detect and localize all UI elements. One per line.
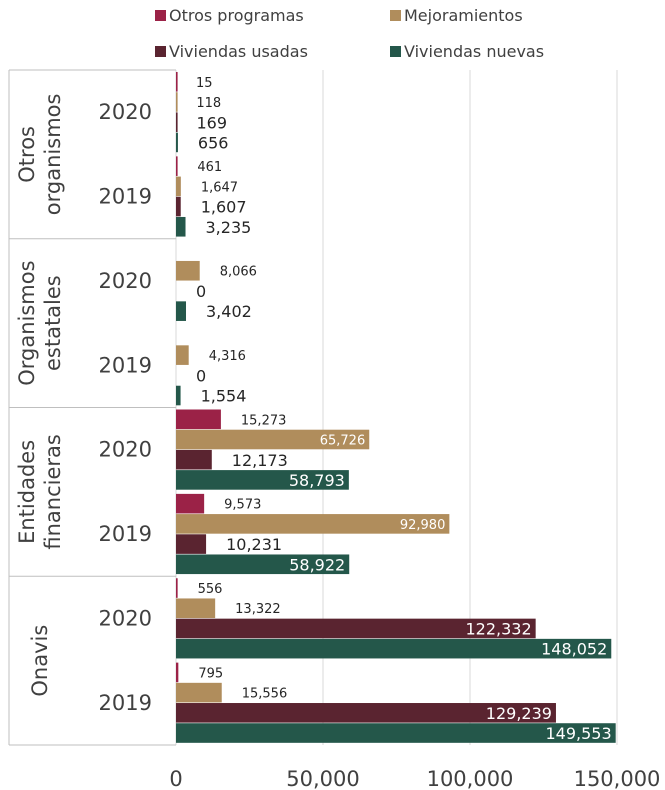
bars: 151181696564611,6471,6073,2358,06603,402… [176, 72, 616, 743]
data-label: 148,052 [541, 640, 607, 659]
x-tick-label: 100,000 [427, 767, 514, 790]
data-label: 58,793 [289, 471, 345, 490]
group-label: estatales [41, 275, 65, 371]
bar [176, 534, 207, 554]
x-axis-ticks: 0 50,000 100,000 150,000 [169, 767, 660, 790]
bar [176, 156, 178, 176]
year-label: 2020 [99, 269, 152, 293]
legend: Otros programas Mejoramientos Viviendas us… [155, 6, 544, 61]
data-label: 15 [196, 76, 213, 91]
data-label: 556 [198, 582, 223, 597]
bar [176, 385, 181, 406]
bar [176, 72, 178, 92]
data-label: 461 [197, 160, 222, 175]
bar [176, 409, 221, 430]
data-label: 15,273 [241, 413, 287, 428]
data-label: 13,322 [235, 602, 281, 617]
bar [176, 723, 616, 743]
data-label: 92,980 [400, 518, 446, 533]
group-label: financieras [41, 434, 65, 549]
data-label: 1,607 [201, 198, 247, 217]
data-label: 65,726 [320, 433, 366, 448]
legend-label: Viviendas usadas [169, 42, 308, 61]
bar [176, 345, 189, 365]
year-label: 2020 [99, 100, 152, 124]
year-label: 2020 [99, 606, 152, 630]
bar [176, 578, 178, 598]
bar [176, 92, 178, 112]
data-label: 3,235 [206, 218, 252, 237]
x-tick-label: 0 [169, 767, 182, 790]
bar [176, 703, 556, 723]
data-label: 58,922 [289, 555, 345, 574]
bar [176, 514, 450, 534]
bar [176, 682, 222, 703]
data-label: 10,231 [226, 535, 282, 554]
bar [176, 598, 216, 619]
bar [176, 662, 179, 683]
bar [176, 301, 187, 321]
data-label: 118 [196, 96, 221, 111]
year-label: 2019 [99, 691, 152, 715]
data-label: 15,556 [242, 687, 287, 702]
data-label: 9,573 [224, 498, 261, 513]
bar [176, 260, 200, 281]
data-label: 169 [196, 113, 227, 132]
group-label: Organismos [15, 260, 39, 385]
data-label: 8,066 [220, 265, 257, 280]
bar [176, 470, 349, 490]
data-label: 4,316 [209, 349, 246, 364]
bar [176, 216, 186, 237]
legend-swatch [390, 10, 401, 21]
group-label: Entidades [15, 440, 39, 544]
data-label: 656 [198, 133, 229, 152]
legend-label: Otros programas [169, 6, 304, 25]
data-label: 1,647 [201, 180, 238, 195]
bar [176, 554, 350, 575]
bar [176, 429, 370, 450]
bar [176, 132, 178, 153]
legend-label: Mejoramientos [404, 6, 523, 25]
data-label: 129,239 [486, 704, 552, 723]
legend-label: Viviendas nuevas [404, 42, 544, 61]
data-label: 122,332 [465, 620, 531, 639]
x-tick-label: 150,000 [574, 767, 661, 790]
data-label: 795 [198, 666, 223, 681]
bar [176, 638, 612, 659]
group-label: Otros [15, 126, 39, 183]
data-label: 0 [196, 282, 206, 301]
bar [176, 618, 536, 639]
group-label: organismos [41, 94, 65, 216]
data-label: 149,553 [546, 724, 612, 743]
data-label: 3,402 [206, 302, 252, 321]
bar [176, 493, 205, 514]
group-label: Onavis [28, 625, 52, 697]
category-axis: Otros organismos 2020 2019 Organismos estatal… [8, 69, 176, 746]
year-label: 2019 [99, 522, 152, 546]
data-label: 12,173 [232, 451, 288, 470]
data-label: 0 [196, 366, 206, 385]
bar [176, 112, 178, 132]
data-label: 1,554 [201, 387, 247, 406]
x-tick-label: 50,000 [286, 767, 359, 790]
year-label: 2019 [99, 353, 152, 377]
legend-swatch [390, 46, 401, 57]
year-label: 2019 [99, 185, 152, 209]
legend-swatch [155, 10, 166, 21]
bar [176, 449, 212, 470]
legend-swatch [155, 46, 166, 57]
year-label: 2020 [99, 438, 152, 462]
bar [176, 176, 181, 197]
bar [176, 196, 181, 217]
